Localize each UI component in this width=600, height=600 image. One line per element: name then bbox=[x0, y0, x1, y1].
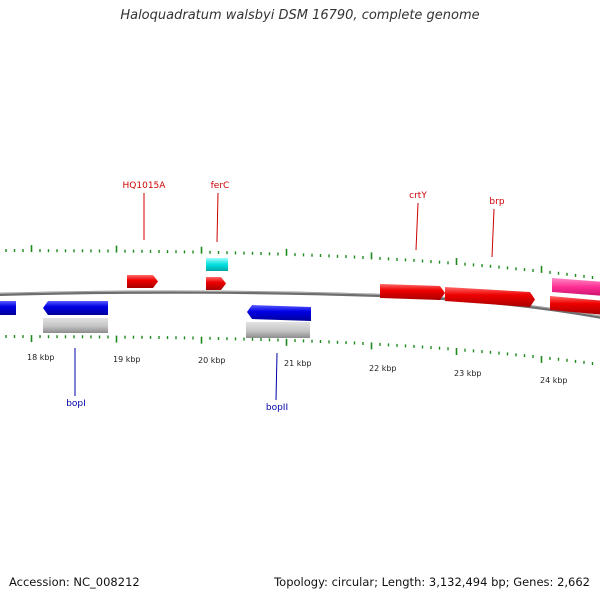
label-leader-lines bbox=[74, 192, 495, 401]
genome-title: Haloquadratum walsbyi DSM 16790, complet… bbox=[120, 8, 480, 23]
gene-label-ferc[interactable]: ferC bbox=[211, 181, 230, 191]
brp-leader bbox=[491, 208, 495, 258]
bopii-leader bbox=[275, 352, 278, 401]
kbp-labels: 18 kbp 19 kbp 20 kbp 21 kbp 22 kbp 23 kb… bbox=[27, 353, 568, 385]
ferc-leader bbox=[216, 192, 219, 243]
bopi-pseudo-feature[interactable] bbox=[43, 318, 108, 333]
crty-leader bbox=[415, 202, 419, 251]
genome-summary-text: Topology: circular; Length: 3,132,494 bp… bbox=[274, 575, 590, 589]
gene-highlight-arrow[interactable] bbox=[552, 278, 600, 296]
gene-label-hq1015a[interactable]: HQ1015A bbox=[123, 181, 167, 191]
gene-brp-arrow[interactable] bbox=[445, 287, 535, 307]
reverse-strand-genes bbox=[0, 301, 311, 338]
gene-labels: HQ1015A ferC crtY brp bopI bopII bbox=[66, 181, 505, 413]
kbp-label-22: 22 kbp bbox=[369, 364, 397, 373]
genome-backbone bbox=[0, 290, 600, 319]
gene-hq1015a-arrow[interactable] bbox=[127, 275, 158, 288]
gene-edge-reverse-arrow[interactable] bbox=[0, 301, 16, 315]
genome-backbone-highlight bbox=[0, 290, 600, 317]
rna-fer-feature[interactable] bbox=[206, 258, 228, 271]
forward-strand-genes bbox=[127, 258, 600, 315]
kbp-label-20: 20 kbp bbox=[198, 356, 226, 365]
kbp-label-19: 19 kbp bbox=[113, 355, 141, 364]
gene-crty-arrow[interactable] bbox=[380, 284, 445, 300]
gene-ferc-arrow[interactable] bbox=[206, 277, 226, 290]
gene-edge-arrow[interactable] bbox=[550, 296, 600, 315]
kbp-label-21: 21 kbp bbox=[284, 359, 312, 368]
gene-label-bopii[interactable]: bopII bbox=[266, 403, 288, 413]
gene-label-brp[interactable]: brp bbox=[489, 197, 504, 207]
kbp-label-18: 18 kbp bbox=[27, 353, 55, 362]
inner-tick-marks bbox=[5, 335, 594, 365]
bopii-pseudo-feature[interactable] bbox=[246, 322, 310, 338]
kbp-label-23: 23 kbp bbox=[454, 369, 482, 378]
accession-text: Accession: NC_008212 bbox=[9, 575, 140, 589]
outer-tick-marks bbox=[5, 245, 594, 279]
gene-label-crty[interactable]: crtY bbox=[409, 191, 427, 201]
kbp-label-24: 24 kbp bbox=[540, 376, 568, 385]
gene-label-bopi[interactable]: bopI bbox=[66, 399, 86, 409]
gene-bopi-arrow[interactable] bbox=[43, 301, 108, 315]
gene-bopii-arrow[interactable] bbox=[247, 305, 311, 321]
